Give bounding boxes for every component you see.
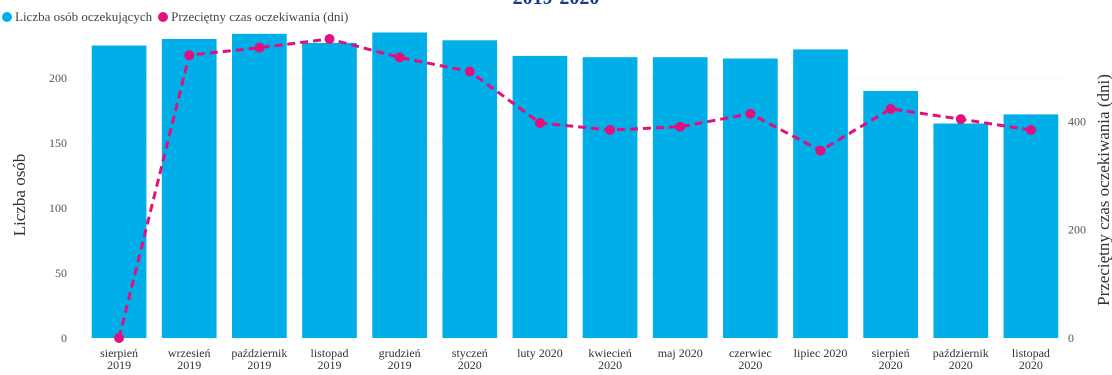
- x-tick-label: listopad 2020: [1012, 346, 1050, 372]
- legend-marker-line: [158, 12, 169, 22]
- chart-title: 2019-2020: [0, 0, 1112, 8]
- legend-label-line: Przeciętny czas oczekiwania (dni): [171, 9, 349, 24]
- bar: [933, 123, 989, 338]
- line-point: [534, 117, 545, 128]
- x-tick-label: sierpień 2020: [872, 346, 910, 372]
- right-axis-label: Przeciętny czas oczekiwania (dni): [1094, 74, 1112, 306]
- right-tick-label: 200: [1068, 223, 1086, 237]
- x-tick-label: wrzesień 2019: [168, 346, 211, 372]
- bar: [1003, 114, 1059, 339]
- bar: [582, 57, 638, 338]
- bar: [723, 58, 778, 338]
- bar: [793, 49, 848, 339]
- line-point: [1025, 125, 1036, 135]
- line-point: [464, 66, 475, 77]
- left-tick-label: 100: [49, 201, 67, 215]
- bar: [161, 39, 217, 338]
- right-tick-label: 400: [1068, 114, 1086, 128]
- left-tick-label: 150: [49, 136, 67, 150]
- bar: [442, 40, 498, 339]
- legend-marker-bars: [2, 12, 12, 22]
- right-axis-ticks: 0 200 400: [1068, 114, 1086, 345]
- line-point: [675, 121, 686, 132]
- left-tick-label: 0: [61, 331, 67, 345]
- left-tick-label: 200: [49, 71, 67, 85]
- bar: [512, 55, 568, 339]
- bar: [863, 91, 918, 338]
- line-point: [394, 52, 405, 63]
- left-axis-label: Liczba osób: [10, 154, 29, 237]
- x-tick-label: listopad 2019: [311, 346, 349, 372]
- bar: [302, 42, 357, 339]
- legend: Liczba osób oczekujących Przeciętny czas…: [2, 9, 348, 25]
- line-point: [324, 34, 335, 44]
- bar: [232, 33, 287, 339]
- bar-series: [91, 32, 1059, 339]
- line-point: [114, 333, 125, 343]
- line-series: [114, 34, 1036, 343]
- line-point: [815, 145, 826, 156]
- x-tick-label: luty 2020: [517, 346, 563, 360]
- line-point: [885, 103, 896, 114]
- x-tick-label: sierpień 2019: [100, 346, 138, 372]
- x-axis-ticks: sierpień 2019 wrzesień 2019 październik 2019 l…: [100, 346, 1050, 372]
- x-tick-label: październik 2020: [933, 346, 989, 372]
- left-axis-ticks: 0 50 100 150 200: [49, 71, 67, 345]
- x-tick-label: październik 2019: [231, 346, 287, 372]
- right-tick-label: 0: [1068, 331, 1074, 345]
- x-tick-label: kwiecień 2020: [588, 346, 631, 372]
- bar: [372, 32, 427, 338]
- bar: [652, 57, 708, 338]
- gridlines: [84, 77, 1066, 339]
- left-tick-label: 50: [55, 266, 67, 280]
- line-point: [745, 108, 756, 119]
- line-point: [605, 125, 616, 135]
- legend-item-bars[interactable]: Liczba osób oczekujących: [2, 9, 152, 25]
- x-tick-label: maj 2020: [658, 346, 703, 360]
- bar: [91, 45, 147, 338]
- line-point: [254, 42, 265, 53]
- x-tick-label: grudzień 2019: [379, 346, 421, 372]
- line-point: [955, 114, 966, 125]
- legend-item-line[interactable]: Przeciętny czas oczekiwania (dni): [158, 9, 348, 25]
- line-point: [184, 50, 195, 61]
- x-tick-label: lipiec 2020: [794, 346, 848, 360]
- legend-label-bars: Liczba osób oczekujących: [15, 9, 153, 24]
- x-tick-label: styczeń 2020: [452, 346, 488, 372]
- x-tick-label: czerwiec 2020: [729, 346, 772, 372]
